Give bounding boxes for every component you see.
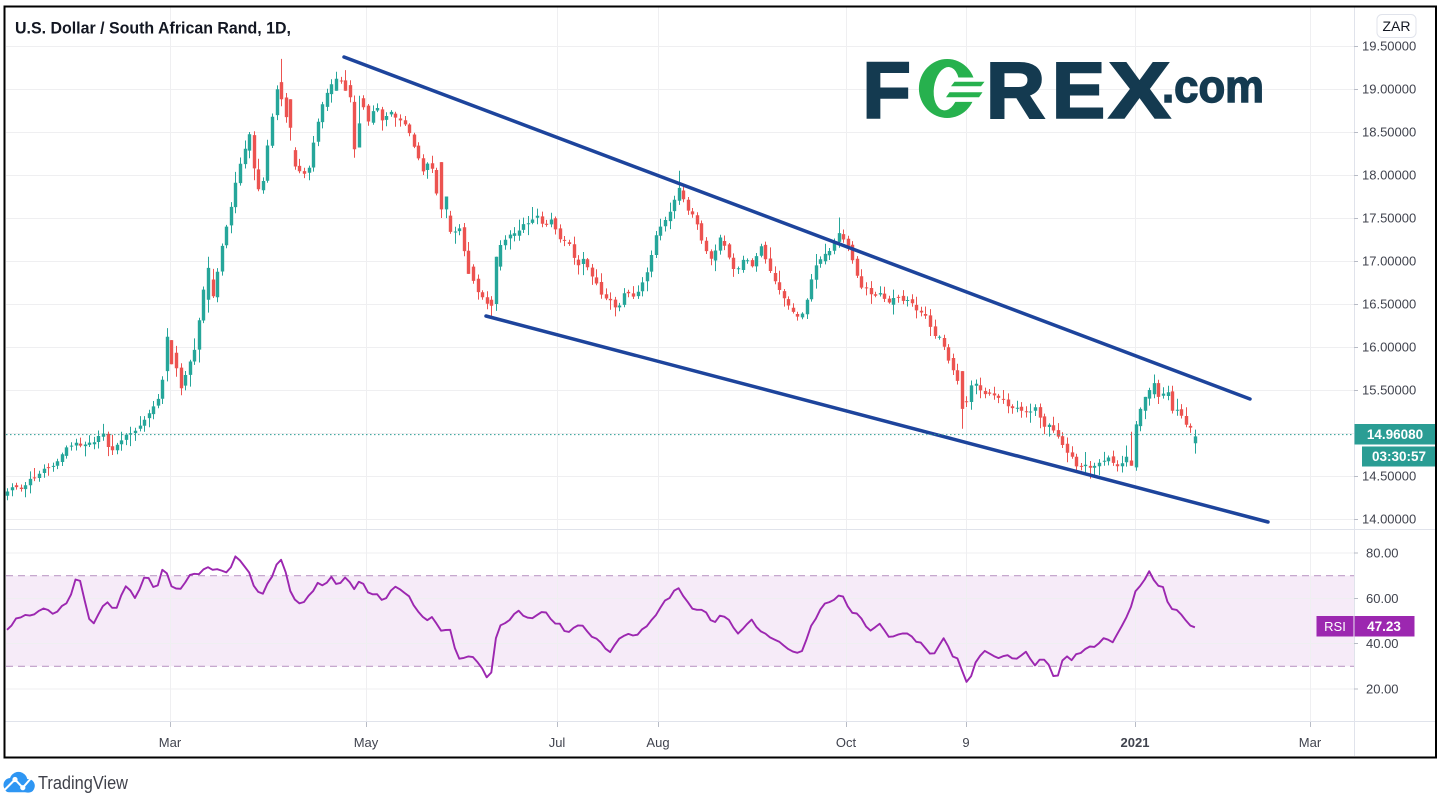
svg-text:2021: 2021 [1121, 735, 1150, 750]
svg-text:16.50000: 16.50000 [1362, 297, 1416, 312]
svg-text:9: 9 [962, 735, 969, 750]
svg-text:Oct: Oct [836, 735, 857, 750]
svg-text:80.00: 80.00 [1366, 546, 1399, 561]
svg-text:17.00000: 17.00000 [1362, 254, 1416, 269]
svg-text:17.50000: 17.50000 [1362, 211, 1416, 226]
svg-text:E: E [1052, 46, 1105, 135]
svg-text:F: F [863, 46, 911, 135]
svg-text:15.50000: 15.50000 [1362, 383, 1416, 398]
svg-text:Mar: Mar [159, 735, 182, 750]
svg-text:14.50000: 14.50000 [1362, 469, 1416, 484]
svg-text:20.00: 20.00 [1366, 682, 1399, 697]
svg-text:18.00000: 18.00000 [1362, 168, 1416, 183]
svg-text:Jul: Jul [549, 735, 566, 750]
svg-text:16.00000: 16.00000 [1362, 340, 1416, 355]
svg-text:.com: .com [1162, 61, 1264, 112]
svg-text:47.23: 47.23 [1367, 619, 1401, 634]
svg-text:U.S. Dollar / South African Ra: U.S. Dollar / South African Rand, 1D, [15, 19, 291, 38]
svg-text:R: R [986, 46, 1045, 135]
svg-text:X: X [1109, 46, 1170, 135]
svg-text:TradingView: TradingView [38, 772, 129, 793]
svg-text:19.50000: 19.50000 [1362, 39, 1416, 54]
svg-text:03:30:57: 03:30:57 [1372, 449, 1426, 464]
svg-text:14.96080: 14.96080 [1367, 427, 1423, 442]
svg-text:14.00000: 14.00000 [1362, 512, 1416, 527]
svg-text:19.00000: 19.00000 [1362, 82, 1416, 97]
svg-text:ZAR: ZAR [1383, 18, 1411, 34]
svg-text:60.00: 60.00 [1366, 591, 1399, 606]
svg-text:18.50000: 18.50000 [1362, 125, 1416, 140]
svg-text:40.00: 40.00 [1366, 636, 1399, 651]
svg-text:RSI: RSI [1324, 619, 1346, 634]
svg-text:May: May [354, 735, 379, 750]
svg-text:Mar: Mar [1299, 735, 1322, 750]
svg-text:Aug: Aug [646, 735, 669, 750]
